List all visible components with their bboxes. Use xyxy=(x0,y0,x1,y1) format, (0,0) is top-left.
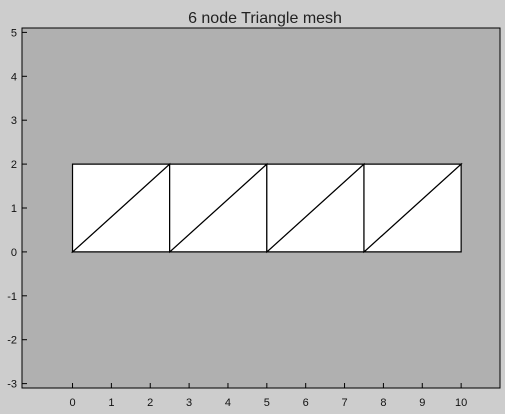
y-tick-label: 2 xyxy=(11,159,17,171)
x-tick-label: 3 xyxy=(186,397,192,409)
y-tick-label: 4 xyxy=(11,71,17,83)
y-tick-label: 0 xyxy=(11,247,17,259)
x-tick-label: 0 xyxy=(69,397,75,409)
x-tick-label: 10 xyxy=(455,397,467,409)
chart-title: 6 node Triangle mesh xyxy=(188,10,342,27)
x-axis: 0 1 2 3 4 5 6 7 8 9 10 xyxy=(69,383,467,409)
x-tick-label: 4 xyxy=(225,397,231,409)
y-tick-label: -1 xyxy=(7,291,17,303)
mesh-elements xyxy=(70,162,463,254)
y-tick-label: 1 xyxy=(11,203,17,215)
x-tick-label: 9 xyxy=(419,397,425,409)
y-tick-label: -3 xyxy=(7,379,17,391)
x-tick-label: 8 xyxy=(380,397,386,409)
y-axis: -3 -2 -1 0 1 2 3 4 5 xyxy=(7,27,27,391)
y-tick-label: 5 xyxy=(11,27,17,39)
mesh-triangle-8 xyxy=(363,163,463,254)
mesh-triangle-6 xyxy=(266,163,366,254)
x-tick-label: 2 xyxy=(147,397,153,409)
x-tick-label: 1 xyxy=(108,397,114,409)
x-tick-label: 6 xyxy=(303,397,309,409)
x-tick-label: 7 xyxy=(341,397,347,409)
mesh-triangle-2 xyxy=(71,163,172,254)
y-tick-label: 3 xyxy=(11,115,17,127)
x-tick-label: 5 xyxy=(264,397,270,409)
y-tick-label: -2 xyxy=(7,335,17,347)
mesh-triangle-4 xyxy=(169,163,269,254)
